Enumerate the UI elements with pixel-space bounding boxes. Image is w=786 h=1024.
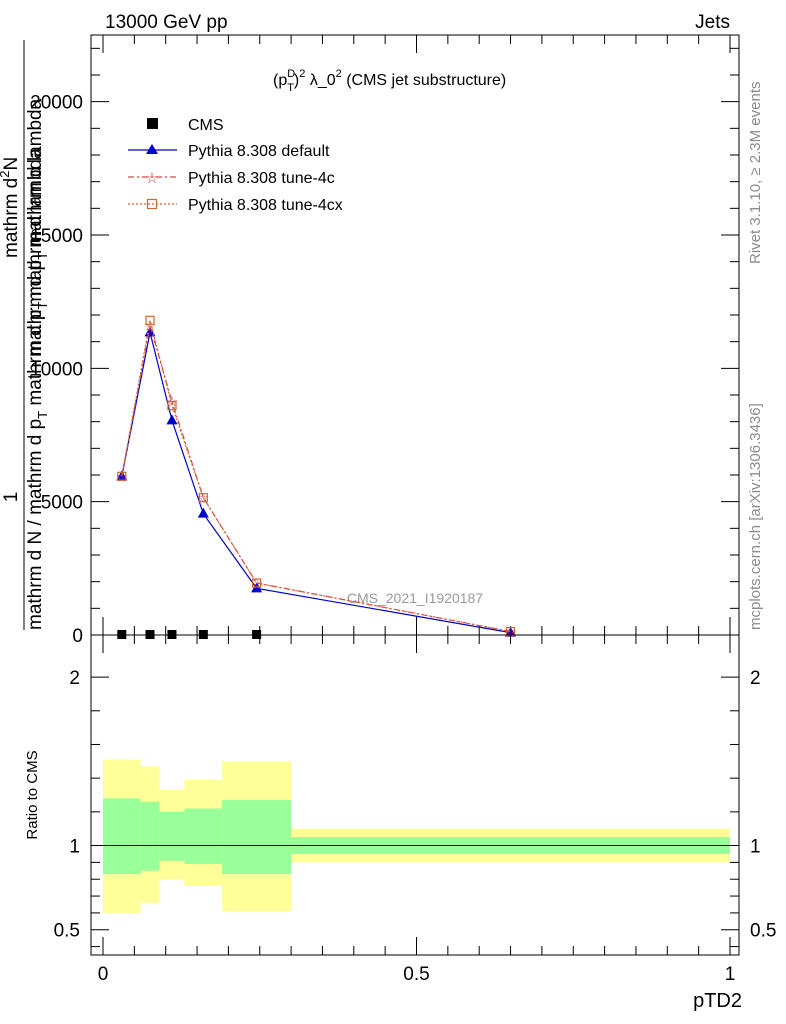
ratio-y-tick-label-left: 2 — [69, 668, 80, 689]
series-line-2 — [121, 325, 511, 633]
mcplots-label: mcplots.cern.ch [arXiv:1306.3436] — [747, 403, 764, 630]
header-process: Jets — [695, 12, 730, 33]
series-line-1 — [121, 332, 511, 634]
main-plot: 0 5000 10000 15000 20000 CMS_2021_I1920187 ☆… — [0, 34, 740, 647]
ratio-tick-labels: 0.5 0.5 1 1 2 2 0 0.5 1 — [54, 668, 777, 985]
ylabel-denominator: mathrm d N / mathrm d pT mathrm d pT mat… — [25, 148, 50, 630]
default-data-point — [505, 626, 517, 637]
ratio-y-axis-label: Ratio to CMS — [24, 750, 41, 839]
main-axis-ticks — [91, 35, 739, 636]
tune4cx-data-point — [252, 578, 262, 588]
default-data-point — [197, 507, 209, 518]
tune4c-data-point: ☆ — [144, 318, 157, 334]
header-energy: 13000 GeV pp — [105, 12, 228, 33]
legend-label-cms: CMS — [188, 117, 224, 134]
x-tick-label: 1 — [725, 964, 736, 985]
x-tick-label: 0.5 — [403, 964, 429, 985]
ratio-band-inner — [159, 811, 185, 861]
main-y-tick-labels: 0 5000 10000 15000 20000 — [30, 93, 83, 647]
ratio-y-tick-label-right: 1 — [750, 837, 761, 858]
tune4cx-data-point — [198, 493, 208, 503]
ratio-bands — [103, 759, 730, 913]
ylabel-one: 1 — [1, 492, 22, 503]
legend: CMS Pythia 8.308 default ☆ Pythia 8.308 … — [128, 117, 343, 214]
plot-title: (pD T)2 λ_02 (CMS jet substructure) — [273, 68, 506, 94]
legend-marker-tune4c: ☆ — [145, 170, 158, 187]
x-tick-label: 0 — [98, 964, 109, 985]
main-y-tick-label: 10000 — [30, 359, 83, 380]
ratio-band-inner — [222, 800, 292, 875]
main-y-tick-label: 15000 — [30, 226, 83, 247]
analysis-watermark: CMS_2021_I1920187 — [347, 590, 483, 606]
ratio-plot-frame — [90, 634, 740, 956]
ratio-band-inner — [140, 801, 160, 871]
ratio-plot: 0.5 0.5 1 1 2 2 0 0.5 1 Ratio to CMS pTD2 — [24, 634, 777, 1012]
main-y-tick-label: 5000 — [41, 493, 83, 514]
tune4cx-data-point — [145, 315, 155, 325]
x-axis-label: pTD2 — [693, 990, 742, 1012]
ylabel-numerator: mathrm d2N — [0, 157, 22, 258]
rivet-label: Rivet 3.1.10, ≥ 2.3M events — [747, 82, 764, 265]
ratio-y-tick-label-right: 0.5 — [750, 921, 776, 942]
legend-marker-cms — [147, 118, 158, 129]
legend-label-tune4c: Pythia 8.308 tune-4c — [188, 170, 335, 187]
series-line-3 — [121, 320, 511, 633]
legend-marker-default — [146, 144, 158, 154]
ratio-band-inner — [184, 808, 223, 865]
ratio-band-inner — [103, 798, 141, 875]
main-y-axis-label: 1 mathrm d N / mathrm d pT mathrm d pT m… — [0, 40, 50, 630]
default-data-point — [166, 414, 178, 425]
ratio-y-tick-label-left: 1 — [69, 837, 80, 858]
ratio-y-tick-label-right: 2 — [750, 668, 761, 689]
main-y-tick-label: 0 — [72, 626, 83, 647]
tune4cx-data-point — [167, 401, 177, 411]
ylabel-overlay-lower: mathrm d pT mathrm d lambda — [25, 98, 50, 356]
legend-label-tune4cx: Pythia 8.308 tune-4cx — [188, 197, 343, 214]
legend-marker-tune4cx — [146, 198, 158, 210]
main-y-tick-label: 20000 — [30, 93, 83, 114]
ratio-axis-ticks — [91, 635, 739, 955]
legend-label-default: Pythia 8.308 default — [188, 143, 330, 160]
tune4cx-data-point — [117, 471, 127, 481]
ratio-y-tick-label-left: 0.5 — [54, 921, 80, 942]
